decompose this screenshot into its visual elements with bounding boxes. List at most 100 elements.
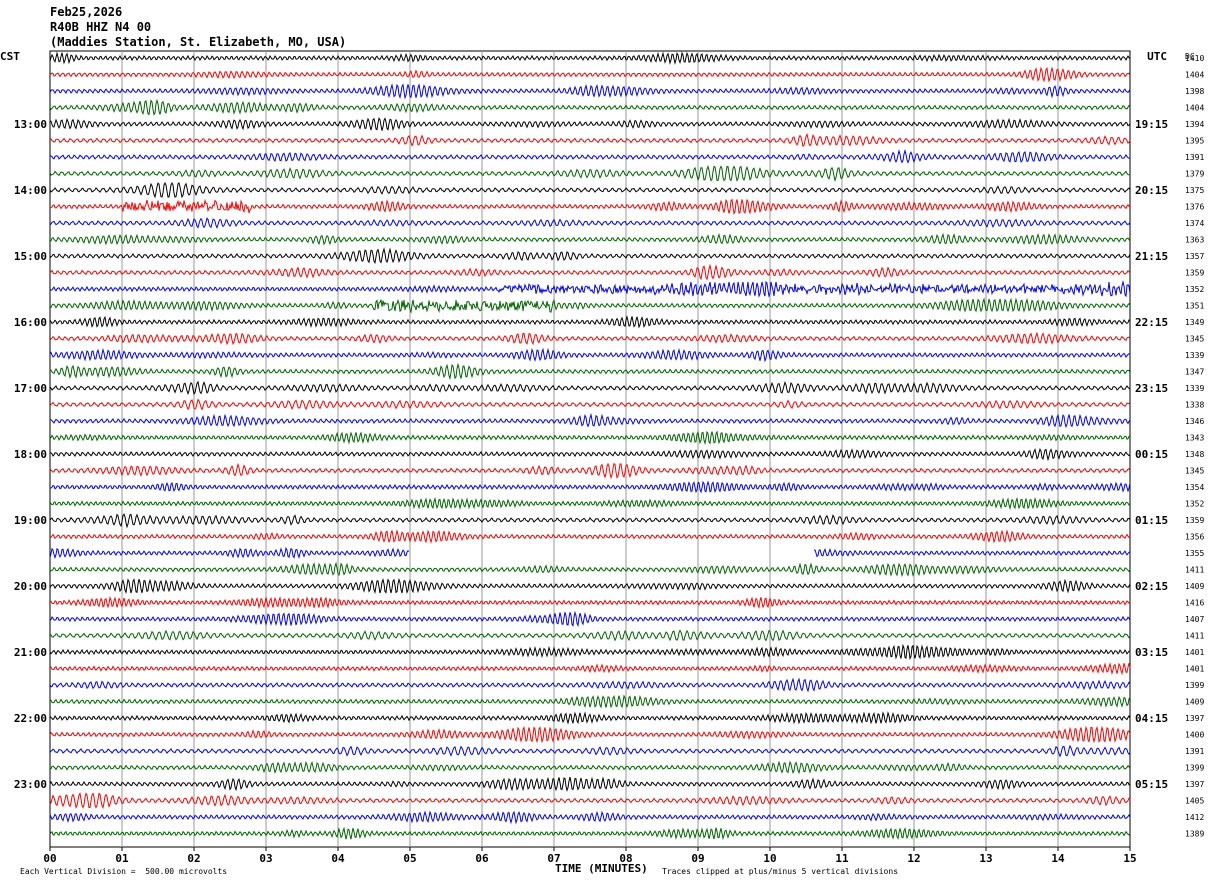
- trace-row-31: [49, 561, 1131, 578]
- x-tick-label: 08: [619, 852, 632, 865]
- trace-row-35: [49, 629, 1131, 642]
- x-tick-label: 15: [1123, 852, 1136, 865]
- x-tick-label: 03: [259, 852, 272, 865]
- trace-row-44: [49, 776, 1131, 792]
- right-hour-label: 20:15: [1135, 184, 1168, 197]
- dc-offset-label: 1394: [1185, 120, 1204, 129]
- trace-row-9: [49, 198, 1131, 216]
- trace-row-15: [49, 297, 1131, 314]
- x-tick-label: 04: [331, 852, 345, 865]
- trace-row-19: [49, 362, 1131, 381]
- right-hour-label: 04:15: [1135, 712, 1168, 725]
- dc-offset-label: 1409: [1185, 582, 1204, 591]
- dc-offset-label: 1409: [1185, 698, 1204, 707]
- dc-offset-label: 1343: [1185, 434, 1204, 443]
- trace-row-18: [49, 347, 1131, 363]
- dc-offset-label: 1407: [1185, 615, 1204, 624]
- x-tick-label: 06: [475, 852, 489, 865]
- trace-row-6: [49, 148, 1131, 164]
- trace-row-20: [49, 380, 1131, 396]
- left-hour-label: 17:00: [14, 382, 47, 395]
- dc-offset-label: 1404: [1185, 104, 1204, 113]
- trace-row-10: [49, 217, 1131, 229]
- dc-offset-label: 1363: [1185, 236, 1204, 245]
- trace-row-4: [49, 117, 1131, 132]
- trace-row-39: [49, 694, 1131, 709]
- trace-row-46: [49, 810, 1131, 825]
- dc-offset-label: 1338: [1185, 401, 1204, 410]
- dc-offset-label: 1405: [1185, 797, 1204, 806]
- trace-row-13: [49, 263, 1131, 281]
- dc-offset-label: 1416: [1185, 599, 1204, 608]
- dc-offset-label: 1339: [1185, 384, 1204, 393]
- right-hour-label: 01:15: [1135, 514, 1168, 527]
- dc-offset-label: 1346: [1185, 417, 1204, 426]
- dc-offset-label: 1355: [1185, 549, 1204, 558]
- right-hour-label: 05:15: [1135, 778, 1168, 791]
- x-tick-label: 11: [835, 852, 849, 865]
- dc-offset-label: 1411: [1185, 566, 1204, 575]
- station-code: R40B HHZ N4 00: [50, 20, 152, 34]
- dc-offset-label: 1376: [1185, 203, 1204, 212]
- dc-offset-label: 1391: [1185, 747, 1204, 756]
- x-tick-label: 00: [43, 852, 56, 865]
- trace-row-14: [49, 280, 1131, 298]
- trace-row-7: [49, 164, 1130, 183]
- dc-offset-label: 1375: [1185, 186, 1204, 195]
- trace-row-22: [49, 412, 1131, 429]
- dc-offset-label: 1398: [1185, 87, 1204, 96]
- dc-offset-label: 1356: [1185, 533, 1204, 542]
- dc-offset-label: 1389: [1185, 830, 1204, 839]
- plot-frame: [49, 50, 1131, 848]
- dc-offset-label: 1345: [1185, 467, 1204, 476]
- dc-offset-label: 1412: [1185, 813, 1204, 822]
- right-hour-label: 21:15: [1135, 250, 1168, 263]
- dc-offset-label: 1359: [1185, 269, 1204, 278]
- left-hour-label: 13:00: [14, 118, 47, 131]
- left-hour-label: 14:00: [14, 184, 47, 197]
- trace-row-40: [49, 710, 1131, 725]
- trace-row-33: [49, 595, 1131, 610]
- trace-row-45: [49, 792, 1131, 809]
- trace-row-27: [49, 496, 1131, 511]
- trace-row-30: [49, 546, 1131, 560]
- dc-offset-label: 1347: [1185, 368, 1204, 377]
- left-hour-label: 16:00: [14, 316, 47, 329]
- x-tick-label: 09: [691, 852, 704, 865]
- left-axis-title: CST: [0, 50, 20, 63]
- trace-row-16: [49, 314, 1131, 329]
- trace-row-37: [49, 662, 1131, 676]
- right-hour-label: 19:15: [1135, 118, 1168, 131]
- dc-offset-label: 1401: [1185, 665, 1204, 674]
- dc-offset-label: 1379: [1185, 170, 1204, 179]
- trace-row-47: [49, 826, 1131, 841]
- dc-offset-label: 1349: [1185, 318, 1204, 327]
- dc-offset-label: 1359: [1185, 516, 1204, 525]
- right-hour-label: 00:15: [1135, 448, 1168, 461]
- x-tick-label: 07: [547, 852, 560, 865]
- x-axis-title: TIME (MINUTES): [555, 862, 648, 875]
- trace-row-34: [49, 610, 1131, 628]
- trace-row-32: [49, 577, 1131, 595]
- x-tick-label: 05: [403, 852, 416, 865]
- left-hour-label: 22:00: [14, 712, 47, 725]
- left-hour-label: 19:00: [14, 514, 47, 527]
- dc-offset-label: 1397: [1185, 780, 1204, 789]
- trace-row-2: [49, 83, 1131, 100]
- left-hour-label: 21:00: [14, 646, 47, 659]
- trace-row-12: [49, 247, 1131, 265]
- x-tick-label: 14: [1051, 852, 1065, 865]
- dc-offset-label: 1404: [1185, 71, 1204, 80]
- dc-offset-label: 1354: [1185, 483, 1204, 492]
- trace-row-28: [49, 513, 1131, 529]
- footer-vertical-division: Each Vertical Division = 500.00 microvol…: [20, 867, 228, 876]
- dc-offset-label: 1395: [1185, 137, 1204, 146]
- right-hour-label: 03:15: [1135, 646, 1168, 659]
- dc-offset-label: 1352: [1185, 285, 1204, 294]
- x-tick-label: 10: [763, 852, 776, 865]
- trace-row-5: [49, 132, 1131, 148]
- dc-offset-label: 1348: [1185, 450, 1204, 459]
- trace-row-38: [49, 677, 1131, 693]
- right-hour-label: 23:15: [1135, 382, 1168, 395]
- dc-offset-label: 1374: [1185, 219, 1204, 228]
